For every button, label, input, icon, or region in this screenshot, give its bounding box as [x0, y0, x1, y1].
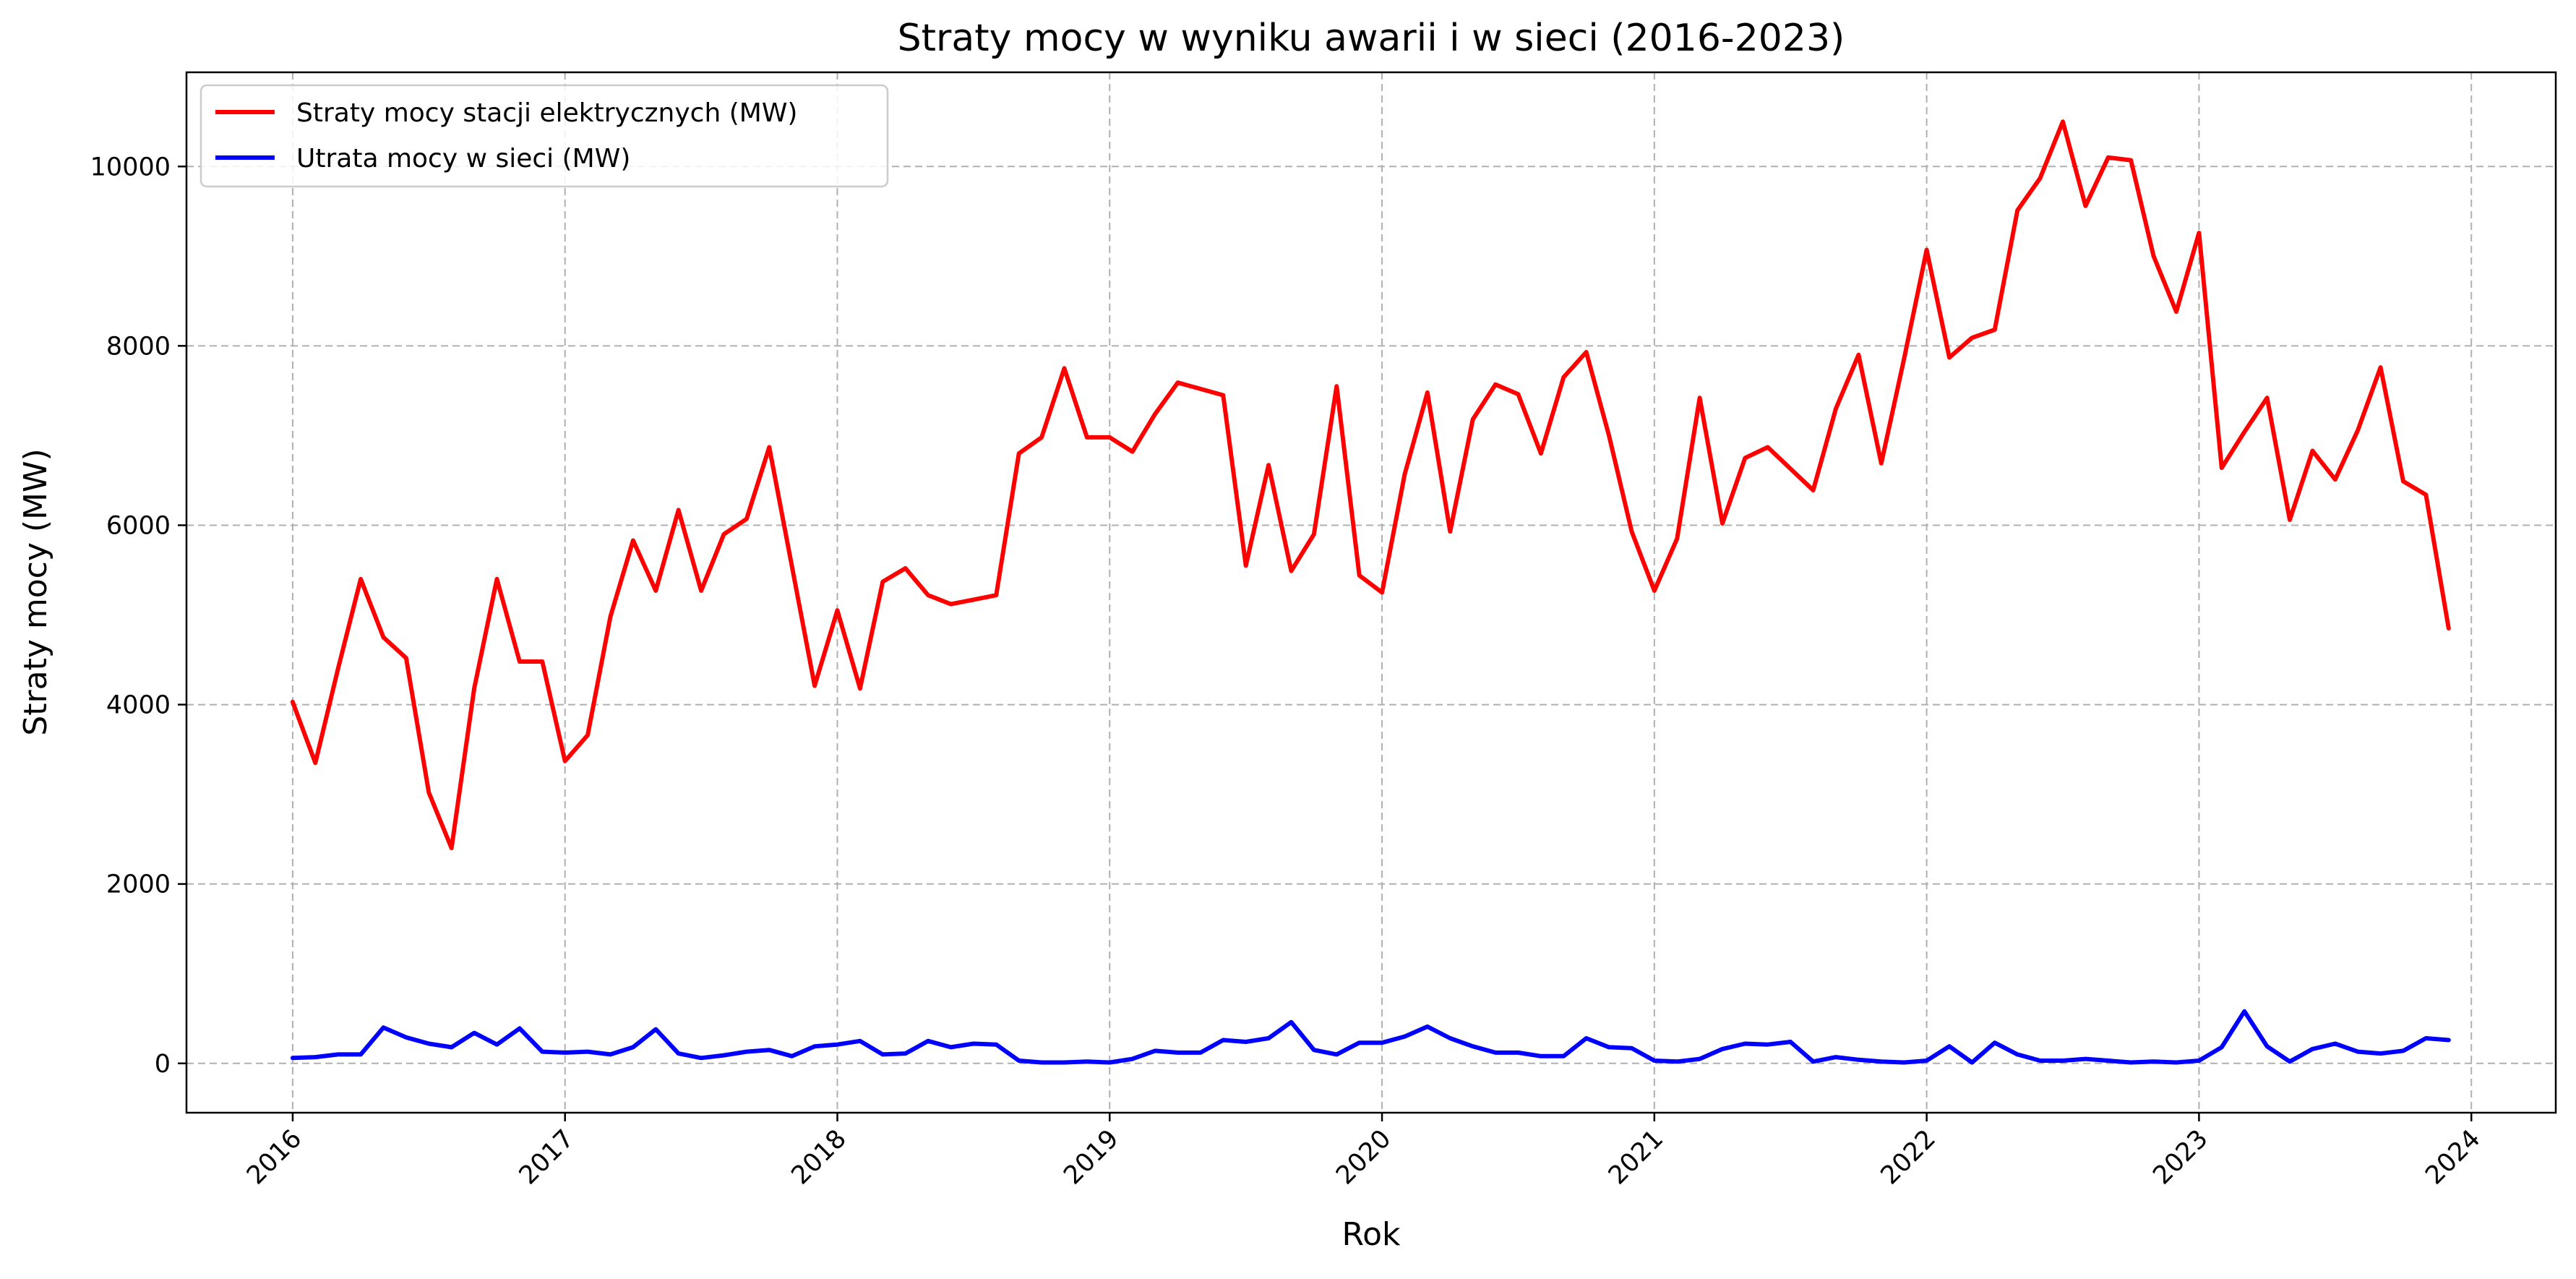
series-line-1 [290, 1009, 2451, 1065]
legend: Straty mocy stacji elektrycznych (MW) Ut… [199, 84, 889, 188]
y-tick-label-8000: 8000 [106, 332, 171, 361]
x-axis-label: Rok [1342, 1216, 1401, 1253]
chart-title: Straty mocy w wyniku awarii i w sieci (2… [898, 17, 1845, 60]
y-axis-label: Straty mocy (MW) [17, 448, 54, 735]
legend-label-stations: Straty mocy stacji elektrycznych (MW) [296, 98, 797, 128]
y-tick-label-2000: 2000 [106, 871, 171, 899]
y-tick-label-0: 0 [155, 1050, 171, 1079]
series-line-0 [290, 119, 2451, 850]
legend-box [199, 84, 889, 188]
y-tick-label-4000: 4000 [106, 691, 171, 720]
y-tick-label-6000: 6000 [106, 511, 171, 540]
legend-label-grid: Utrata mocy w sieci (MW) [296, 144, 630, 174]
plot-frame [185, 71, 2557, 1114]
series-layer [290, 119, 2451, 1065]
y-tick-label-10000: 10000 [90, 153, 171, 181]
